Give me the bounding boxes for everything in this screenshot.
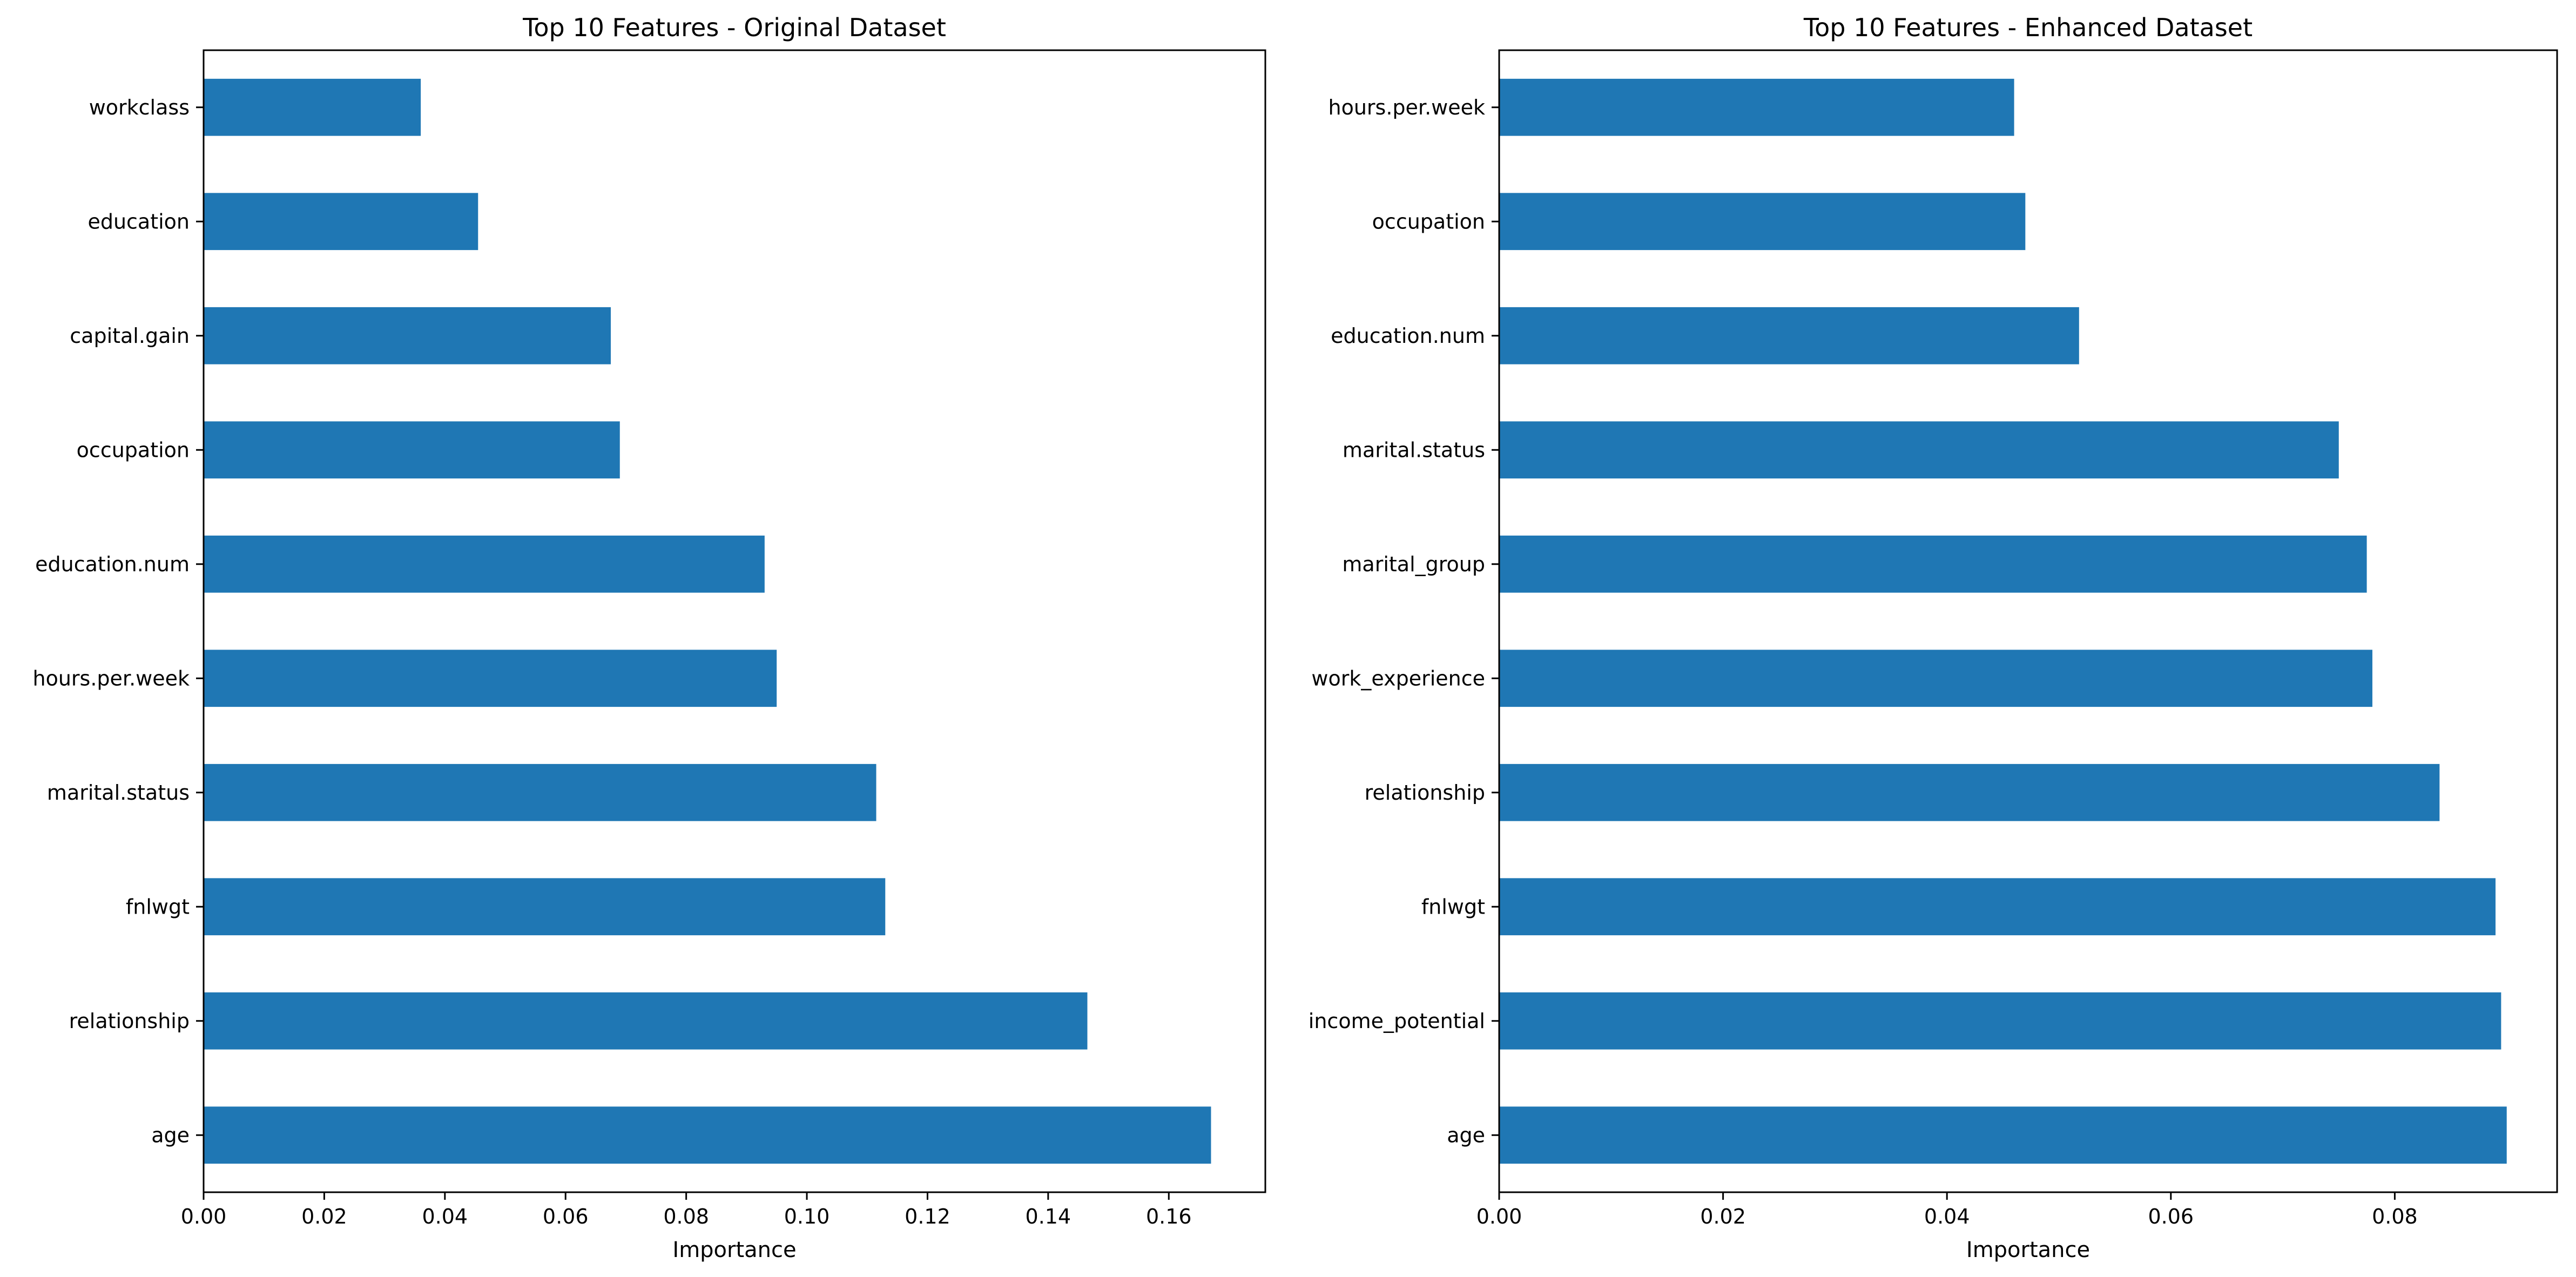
y-tick-label: marital.status	[1343, 438, 1485, 462]
x-tick-label: 0.06	[543, 1205, 589, 1228]
chart-enhanced-dataset: age income_potential fnlwgt relationship wor…	[1309, 13, 2558, 1262]
y-tick-label: relationship	[69, 1009, 190, 1033]
y-tick-label: occupation	[1372, 210, 1485, 233]
x-axis-label: Importance	[1966, 1238, 2090, 1262]
x-tick-label: 0.16	[1146, 1205, 1192, 1228]
chart-title: Top 10 Features - Original Dataset	[522, 13, 946, 42]
bar-age	[204, 1106, 1211, 1164]
bar-relationship	[204, 992, 1088, 1050]
bar-workclass	[204, 78, 421, 136]
y-tick-label: fnlwgt	[126, 895, 190, 918]
bar-hours-per-week	[1499, 78, 2014, 136]
x-tick-label: 0.04	[422, 1205, 468, 1228]
bar-fnlwgt	[1499, 878, 2496, 936]
x-tick-label: 0.06	[2148, 1205, 2194, 1228]
y-tick-label: income_potential	[1309, 1009, 1485, 1033]
bar-education-num	[204, 535, 765, 593]
bar-relationship	[1499, 764, 2440, 821]
bar-marital-group	[1499, 535, 2367, 593]
x-tick-label: 0.12	[905, 1205, 950, 1228]
y-tick-label: marital_group	[1342, 552, 1485, 576]
x-tick-label: 0.00	[1476, 1205, 1522, 1228]
y-tick-label: education	[87, 210, 190, 233]
y-tick-label: workclass	[89, 96, 190, 119]
y-tick-label: age	[1447, 1123, 1485, 1147]
x-tick-label: 0.02	[1700, 1205, 1746, 1228]
bar-marital-status	[1499, 421, 2339, 479]
bar-education-num	[1499, 307, 2079, 364]
y-tick-label: education.num	[1331, 324, 1485, 348]
bar-occupation	[1499, 193, 2026, 251]
plot-frame	[203, 49, 1266, 1193]
chart-original-dataset: age relationship fnlwgt marital.status hours…	[33, 13, 1266, 1262]
bar-occupation	[204, 421, 620, 479]
bar-income-potential	[1499, 992, 2501, 1050]
y-tick-label: relationship	[1365, 781, 1485, 805]
bar-capital-gain	[204, 307, 611, 364]
y-tick-label: capital.gain	[70, 324, 190, 348]
y-tick-label: education.num	[35, 552, 190, 576]
y-tick-label: hours.per.week	[1329, 96, 1485, 119]
x-axis-label: Importance	[672, 1238, 796, 1262]
y-tick-label: fnlwgt	[1421, 895, 1485, 918]
bar-work-experience	[1499, 650, 2372, 707]
bar-marital-status	[204, 764, 876, 821]
x-tick-label: 0.02	[301, 1205, 347, 1228]
bar-hours-per-week	[204, 650, 777, 707]
y-tick-label: marital.status	[47, 781, 190, 805]
x-tick-label: 0.14	[1026, 1205, 1071, 1228]
y-tick-label: work_experience	[1311, 666, 1485, 690]
y-tick-label: occupation	[77, 438, 190, 462]
x-tick-label: 0.08	[2372, 1205, 2418, 1228]
y-tick-label: age	[151, 1123, 190, 1147]
bar-fnlwgt	[204, 878, 886, 936]
bar-age	[1499, 1106, 2507, 1164]
x-tick-label: 0.04	[1924, 1205, 1970, 1228]
x-tick-label: 0.10	[784, 1205, 830, 1228]
y-tick-label: hours.per.week	[33, 666, 190, 690]
x-tick-label: 0.00	[181, 1205, 227, 1228]
bar-education	[204, 193, 478, 251]
plot-frame	[1498, 49, 2558, 1193]
chart-title: Top 10 Features - Enhanced Dataset	[1803, 13, 2253, 42]
x-tick-label: 0.08	[663, 1205, 709, 1228]
